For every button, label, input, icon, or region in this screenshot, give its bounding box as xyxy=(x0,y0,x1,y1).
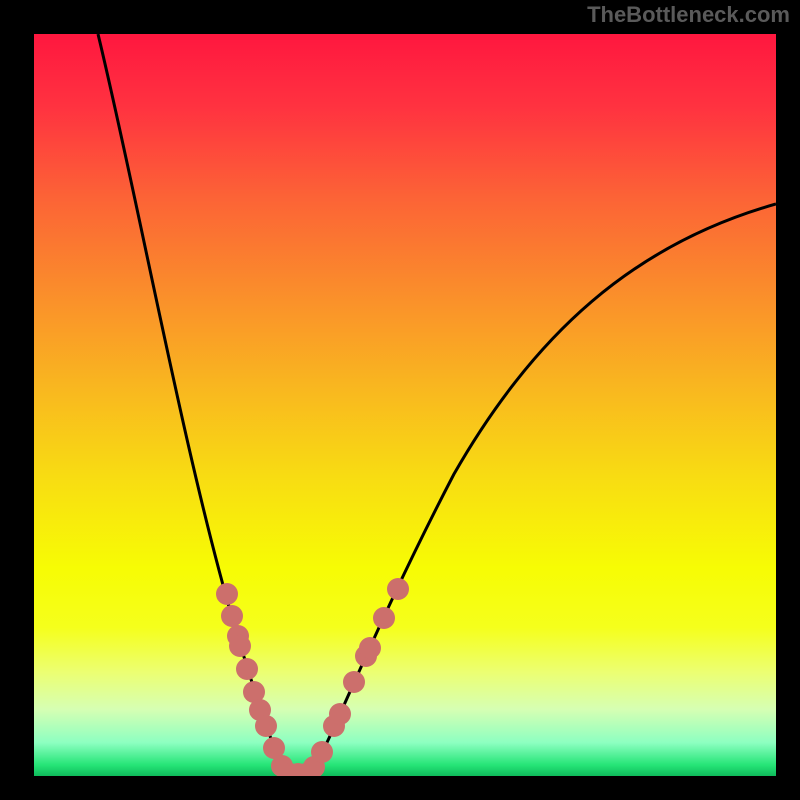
data-marker xyxy=(359,637,381,659)
chart-svg xyxy=(34,34,776,776)
data-marker xyxy=(311,741,333,763)
data-marker xyxy=(343,671,365,693)
plot-area xyxy=(34,34,776,776)
data-marker xyxy=(255,715,277,737)
data-marker xyxy=(221,605,243,627)
data-marker xyxy=(216,583,238,605)
bottleneck-curve-left xyxy=(98,34,289,774)
data-marker xyxy=(229,635,251,657)
data-marker xyxy=(373,607,395,629)
chart-frame: TheBottleneck.com xyxy=(0,0,800,800)
data-marker xyxy=(236,658,258,680)
bottleneck-curve-right xyxy=(306,204,776,774)
watermark-text: TheBottleneck.com xyxy=(587,2,790,28)
data-marker xyxy=(387,578,409,600)
data-marker xyxy=(329,703,351,725)
